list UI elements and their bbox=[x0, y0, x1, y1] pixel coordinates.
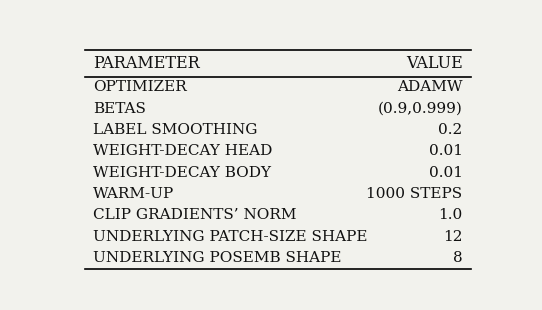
Text: ADAMW: ADAMW bbox=[397, 80, 462, 94]
Text: WEIGHT-DECAY HEAD: WEIGHT-DECAY HEAD bbox=[93, 144, 272, 158]
Text: WARM-UP: WARM-UP bbox=[93, 187, 174, 201]
Text: PARAMETER: PARAMETER bbox=[93, 55, 199, 72]
Text: 1.0: 1.0 bbox=[438, 208, 462, 222]
Text: CLIP GRADIENTS’ NORM: CLIP GRADIENTS’ NORM bbox=[93, 208, 296, 222]
Text: 1000 STEPS: 1000 STEPS bbox=[366, 187, 462, 201]
Text: 8: 8 bbox=[453, 251, 462, 265]
Text: LABEL SMOOTHING: LABEL SMOOTHING bbox=[93, 123, 257, 137]
Text: BETAS: BETAS bbox=[93, 102, 146, 116]
Text: 12: 12 bbox=[443, 230, 462, 244]
Text: 0.2: 0.2 bbox=[438, 123, 462, 137]
Text: VALUE: VALUE bbox=[406, 55, 462, 72]
Text: (0.9,0.999): (0.9,0.999) bbox=[378, 102, 462, 116]
Text: UNDERLYING POSEMB SHAPE: UNDERLYING POSEMB SHAPE bbox=[93, 251, 341, 265]
Text: UNDERLYING PATCH-SIZE SHAPE: UNDERLYING PATCH-SIZE SHAPE bbox=[93, 230, 367, 244]
Text: WEIGHT-DECAY BODY: WEIGHT-DECAY BODY bbox=[93, 166, 271, 180]
Text: OPTIMIZER: OPTIMIZER bbox=[93, 80, 186, 94]
Text: 0.01: 0.01 bbox=[429, 166, 462, 180]
Text: 0.01: 0.01 bbox=[429, 144, 462, 158]
